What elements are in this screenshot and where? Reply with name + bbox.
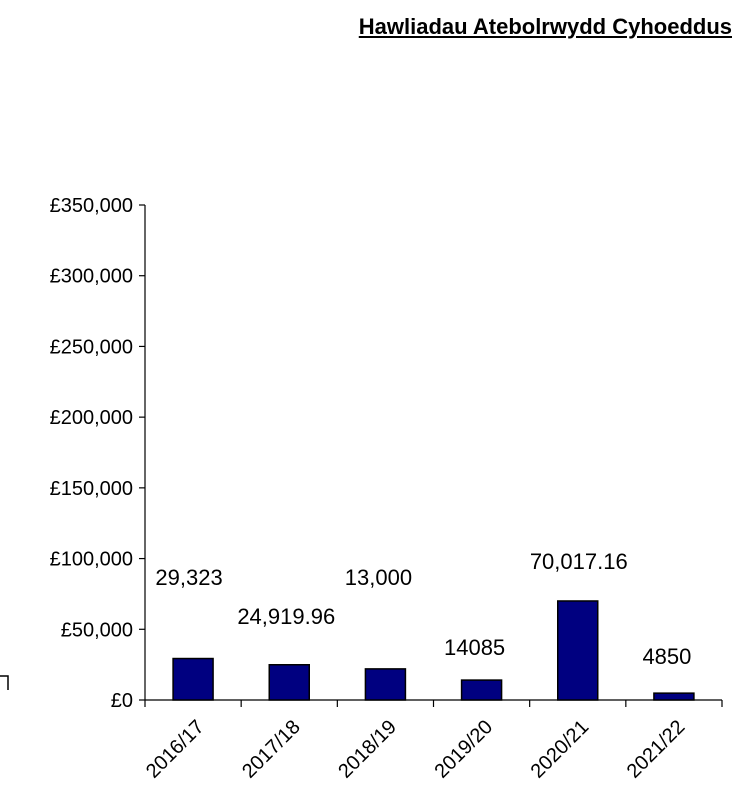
data-label-2017-18: 24,919.96 [237, 604, 335, 629]
data-label-2016-17: 29,323 [155, 565, 222, 590]
x-tick-label: 2020/21 [527, 716, 594, 783]
y-axis: £0 £50,000 £100,000 £150,000 £200,000 £250,00… [50, 195, 146, 712]
corner-mark [0, 675, 9, 690]
bar-2019-20 [460, 679, 503, 701]
x-axis: 2016/17 2017/18 2018/19 2019/20 2020/21 2021/… [142, 699, 723, 783]
bar-2018-19 [364, 668, 407, 701]
y-tick-label: £0 [111, 690, 133, 712]
y-tick-label: £100,000 [50, 549, 133, 571]
chart-title: Hawliadau Atebolrwydd Cyhoeddus [358, 14, 732, 39]
y-tick-label: £50,000 [61, 619, 133, 641]
bar-2021-22 [653, 692, 695, 701]
data-label-2018-19: 13,000 [345, 565, 412, 590]
y-tick-label: £250,000 [50, 336, 133, 358]
bar-2016-17 [172, 657, 214, 701]
x-tick-label: 2021/22 [623, 716, 690, 783]
y-tick-label: £300,000 [50, 266, 133, 288]
bars [172, 600, 695, 701]
x-tick-label: 2018/19 [334, 716, 401, 783]
data-label-2021-22: 4850 [642, 644, 691, 669]
data-label-2020-21: 70,017.16 [530, 549, 628, 574]
x-tick-label: 2019/20 [430, 716, 497, 783]
x-tick-label: 2016/17 [142, 716, 209, 783]
y-tick-label: £150,000 [50, 478, 133, 500]
y-tick-label: £350,000 [50, 195, 133, 217]
y-tick-label: £200,000 [50, 407, 133, 429]
bar-2017-18 [268, 664, 310, 701]
x-tick-label: 2017/18 [238, 716, 305, 783]
data-labels: 29,323 24,919.96 13,000 14085 70,017.16 4850 [155, 549, 691, 669]
bar-2020-21 [557, 600, 599, 701]
data-label-2019-20: 14085 [444, 635, 505, 660]
